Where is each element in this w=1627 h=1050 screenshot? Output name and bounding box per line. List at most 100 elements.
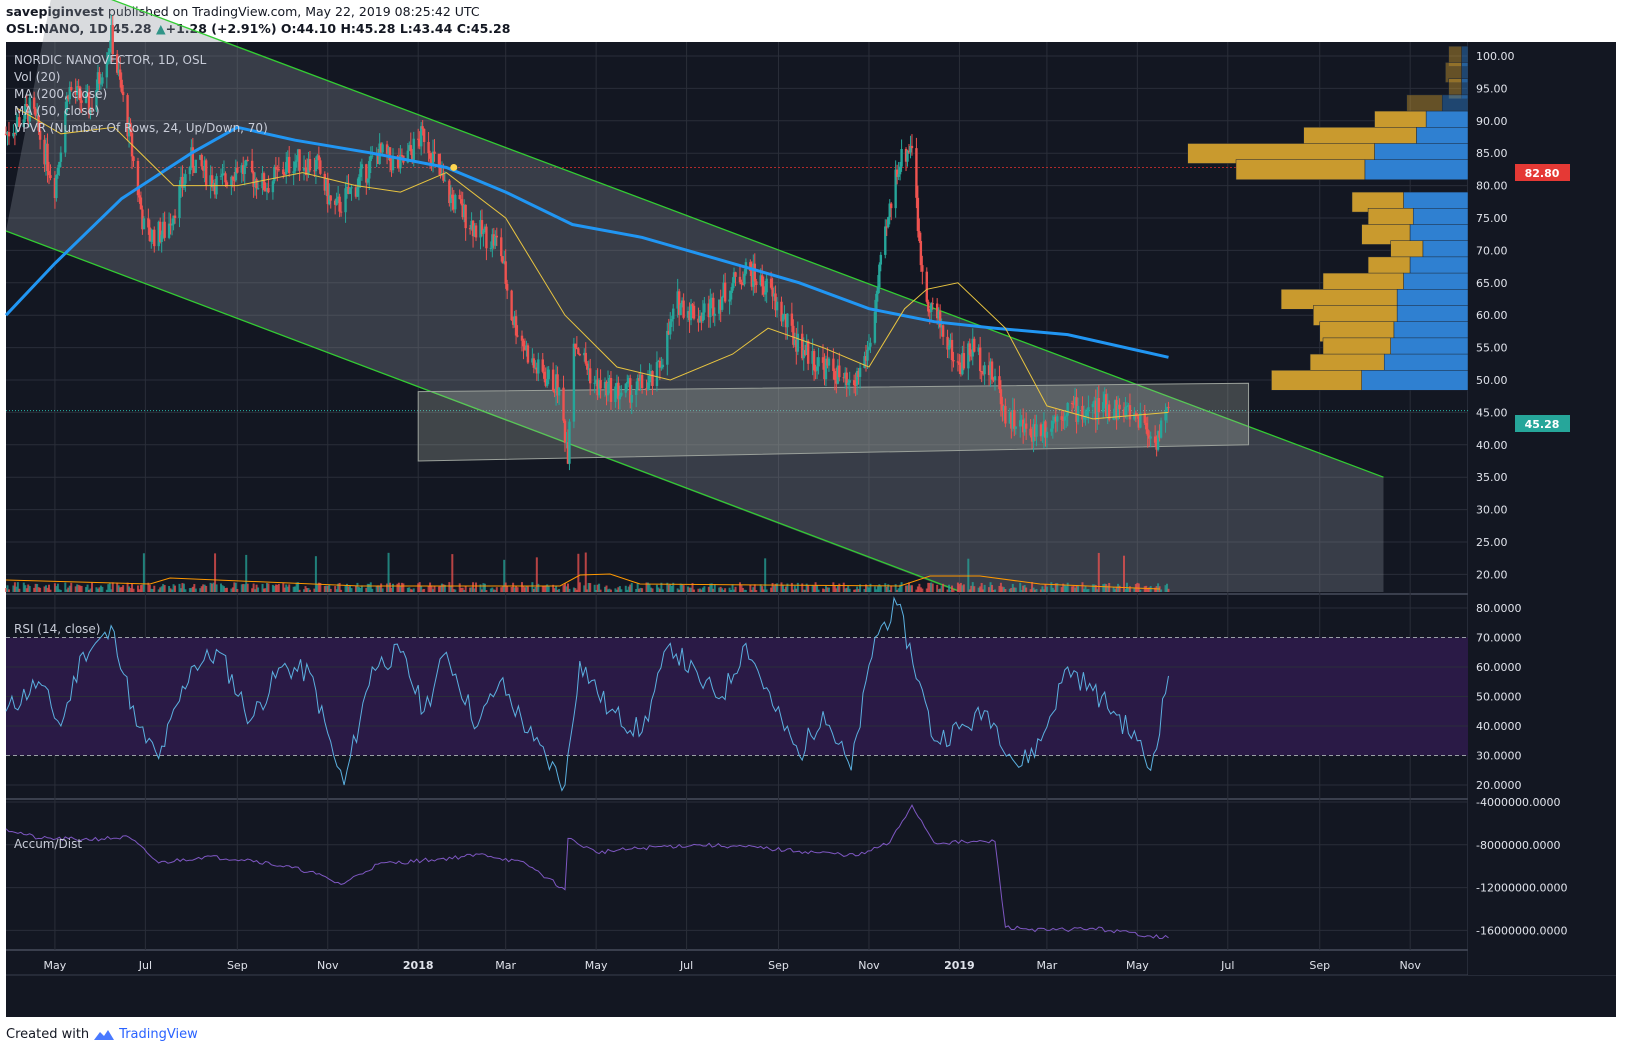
volume-bar [750,589,753,592]
candle-body [1008,411,1012,424]
volume-bar [641,588,644,592]
volume-bar [131,583,134,592]
volume-bar [971,582,974,592]
candle-body [296,149,300,161]
footer: Created with TradingView [6,1027,198,1042]
candle-body [224,173,227,183]
volume-bar [1091,584,1094,592]
volume-bar [857,588,860,592]
volume-bar [836,586,839,592]
rsi-tick-label: 40.0000 [1476,720,1522,733]
candle-body [1156,431,1160,450]
candle-body [1056,416,1059,422]
volume-bar [693,589,695,592]
volume-bar [24,585,27,592]
volume-bar [1020,589,1023,592]
candle-body [806,340,810,364]
volume-bar [491,587,494,592]
candle-body [323,173,326,191]
candle-body [967,343,970,369]
candle-body [368,161,371,179]
candle-body [75,86,79,95]
candle-body [682,300,685,318]
candle-body [1062,419,1065,421]
volume-bar [608,588,611,592]
candle-body [867,346,871,350]
cross-marker [450,163,458,171]
candle-body [572,343,576,422]
candle-body [1001,404,1004,412]
volume-bar [194,588,197,592]
volume-bar [288,584,291,592]
volume-bar [439,586,442,592]
volume-bar [780,582,783,592]
candle-body [96,72,100,91]
volume-bar [142,553,145,592]
candle-body [173,215,177,219]
volume-bar [56,583,59,592]
candle-body [712,297,715,316]
candle-body [888,203,891,218]
volume-bar [977,587,980,592]
candle-body [968,343,971,355]
candle-body [1128,405,1132,420]
candle-body [554,374,558,393]
candle-body [199,154,202,160]
candle-body [1081,405,1084,420]
candle-body [381,144,384,153]
volume-bar [589,583,592,592]
volume-bar [813,585,816,592]
candle-body [1103,394,1106,403]
candle-body [390,161,393,171]
candle-body [359,168,362,177]
candle-body [952,360,955,362]
candle-body [44,143,48,165]
volume-bar [885,586,888,592]
candle-body [842,377,845,379]
volume-bar [884,583,887,592]
volume-bar [231,587,234,592]
volume-bar [1136,582,1139,592]
candle-body [458,194,461,200]
candle-body [295,160,298,162]
candle-body [454,194,457,210]
author-name[interactable]: savepiginvest [6,4,104,19]
volume-bar [604,586,607,592]
candle-body [720,296,724,310]
candle-body [692,305,696,319]
candle-body [339,211,343,213]
footer-brand[interactable]: TradingView [119,1027,198,1042]
volume-bar [116,582,119,592]
candle-body [946,336,949,350]
volume-bar [169,588,172,592]
volume-bar [774,583,777,592]
volume-bar [1023,585,1026,592]
volume-bar [1077,586,1080,592]
candle-body [894,169,897,209]
candle-body [1143,413,1146,423]
volume-bar [786,583,789,592]
candle-body [406,150,410,163]
candle-body [1146,429,1149,436]
candle-body [35,115,39,117]
volume-bar [33,587,36,592]
candle-body [344,188,347,213]
volume-bar [449,585,452,592]
candle-body [680,300,684,305]
candle-body [505,283,509,291]
volume-bar [555,585,558,592]
close-label: C: [456,21,471,36]
candle-body [304,167,307,169]
volume-bar [650,587,652,592]
volume-bar [1054,583,1057,592]
volume-bar [749,584,752,592]
volume-bar [744,589,747,592]
candle-body [77,86,80,88]
candle-body [718,299,721,314]
candle-body [184,174,187,184]
up-arrow-icon: ▲ [155,21,166,36]
candle-body [1165,407,1169,411]
candle-body [108,48,111,53]
candle-body [385,144,389,154]
